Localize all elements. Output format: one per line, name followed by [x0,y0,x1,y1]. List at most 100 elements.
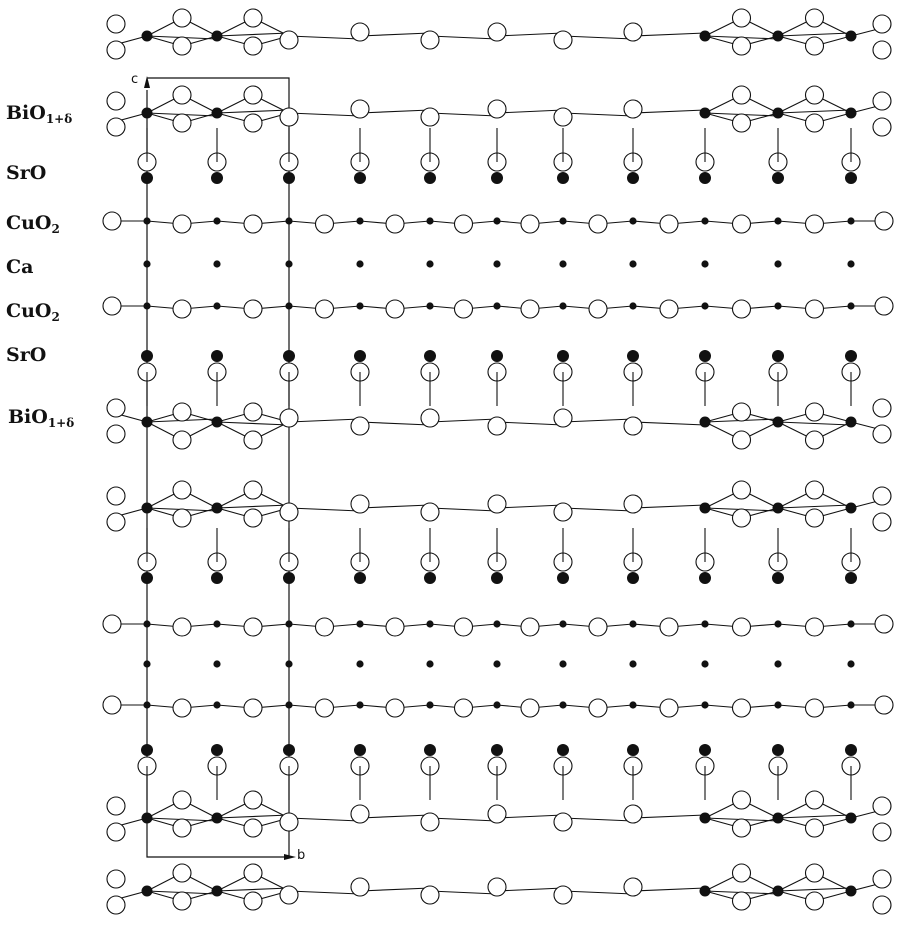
strontium-atom [354,350,366,362]
layer-label-cuo2-top: CuO2 [6,212,60,236]
oxygen-atom [106,398,126,418]
strontium-atom [424,350,436,362]
calcium-atom [847,260,855,268]
bi-o-bond [496,504,564,509]
copper-atom [847,620,855,628]
oxygen-atom [623,22,643,42]
oxygen-atom [453,617,474,637]
oxygen-atom [106,424,126,444]
strontium-atom [354,172,366,184]
oxygen-atom [279,885,299,905]
copper-atom [701,620,709,628]
bi-o-bond [496,421,564,426]
oxygen-atom [804,430,825,450]
oxygen-atom [872,40,892,60]
oxygen-atom [243,863,263,883]
oxygen-atom [659,698,679,718]
oxygen-atom [487,99,507,119]
bismuth-atom [211,502,223,514]
oxygen-atom [731,402,752,422]
bi-o-bond [632,814,706,819]
strontium-atom [424,744,436,756]
copper-atom [629,302,637,310]
oxygen-atom [588,299,608,319]
strontium-atom [845,350,857,362]
copper-atom [213,302,221,310]
bi-o-bond [429,35,498,40]
oxygen-atom [804,85,825,105]
oxygen-atom [804,113,825,133]
copper-atom [847,217,855,225]
calcium-atom [426,660,434,668]
oxygen-atom [453,698,474,718]
bi-o-bond [632,32,706,37]
calcium-atom [356,660,364,668]
oxygen-atom [731,818,752,838]
oxygen-atom [553,107,573,127]
bismuth-atom [699,812,711,824]
bismuth-atom [699,416,711,428]
oxygen-atom [804,36,825,56]
bi-o-bond [359,421,431,426]
strontium-atom [283,350,295,362]
copper-atom [356,217,364,225]
oxygen-atom [279,502,299,522]
copper-atom [629,217,637,225]
bismuth-atom [141,812,153,824]
oxygen-atom [731,891,752,911]
bi-o-bond [288,890,361,895]
calcium-atom [493,260,501,268]
bi-o-bond [562,112,634,117]
oxygen-atom [874,695,894,715]
oxygen-atom [872,796,892,816]
oxygen-atom [731,617,752,637]
calcium-atom [426,260,434,268]
oxygen-atom [804,214,825,234]
bi-o-bond [429,112,498,117]
oxygen-atom [172,402,192,422]
copper-atom [285,701,293,709]
oxygen-atom [804,617,825,637]
layer-label-bio-top: BiO1+δ [6,102,73,126]
oxygen-atom [243,113,263,133]
strontium-atom [557,744,569,756]
layer-label-cuo2-bottom: CuO2 [6,300,60,324]
oxygen-atom [487,877,507,897]
strontium-atom [845,744,857,756]
bi-o-bond [777,421,852,426]
copper-atom [426,217,434,225]
calcium-atom [559,660,567,668]
oxygen-atom [172,891,192,911]
calcium-atom [629,660,637,668]
oxygen-atom [243,299,263,319]
oxygen-atom [659,214,679,234]
copper-atom [493,302,501,310]
bi-o-bond [496,887,564,892]
calcium-atom [629,260,637,268]
oxygen-atom [172,698,192,718]
bismuth-atom [211,107,223,119]
bismuth-atom [845,107,857,119]
oxygen-atom [420,107,440,127]
copper-atom [559,217,567,225]
strontium-atom [627,350,639,362]
strontium-atom [354,744,366,756]
bismuth-atom [772,107,784,119]
layer-label-bio-bottom: BiO1+δ [8,406,75,430]
oxygen-atom [520,698,540,718]
oxygen-atom [804,863,825,883]
calcium-atom [847,660,855,668]
calcium-atom [701,660,709,668]
oxygen-atom [588,214,608,234]
oxygen-atom [874,211,894,231]
oxygen-atom [314,214,335,234]
oxygen-atom [420,812,440,832]
strontium-atom [557,172,569,184]
calcium-atom [701,260,709,268]
axis-label-b: b [297,848,306,863]
strontium-atom [424,572,436,584]
oxygen-atom [385,214,405,234]
oxygen-atom [172,790,192,810]
copper-atom [285,620,293,628]
